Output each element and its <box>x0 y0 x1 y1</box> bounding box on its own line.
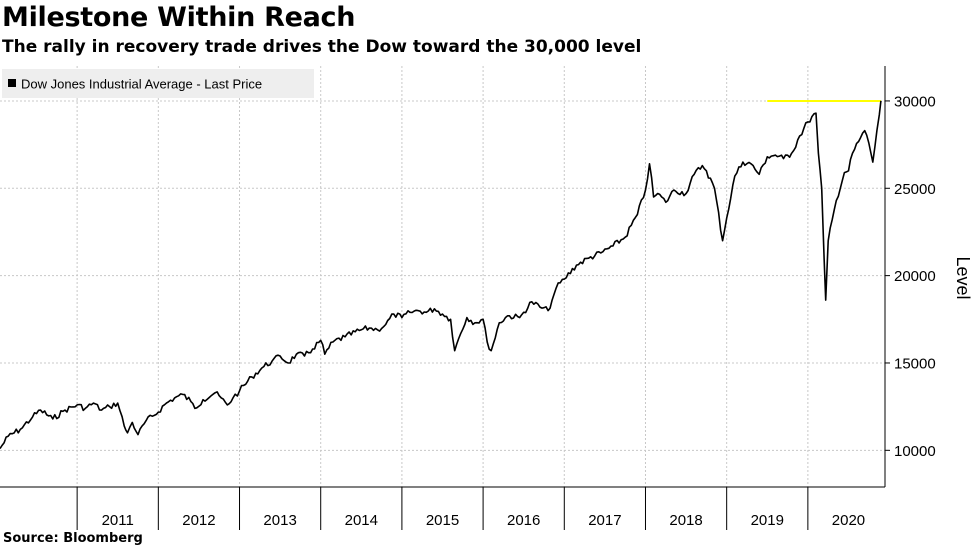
legend-swatch <box>8 79 16 87</box>
x-tick-label: 2014 <box>345 512 378 529</box>
x-tick-label: 2015 <box>426 512 459 529</box>
series-line <box>0 100 882 450</box>
chart-title: Milestone Within Reach <box>2 2 356 33</box>
x-tick-label: 2017 <box>588 512 621 529</box>
gridlines <box>0 66 885 487</box>
y-axis-ticks: 10000 15000 20000 25000 30000 <box>885 93 936 460</box>
source-note: Source: Bloomberg <box>3 531 143 546</box>
y-tick-label: 10000 <box>894 443 936 460</box>
legend: Dow Jones Industrial Average - Last Pric… <box>2 69 314 98</box>
y-tick-label: 25000 <box>894 181 936 198</box>
x-tick-label: 2019 <box>751 512 784 529</box>
y-tick-label: 15000 <box>894 355 936 372</box>
chart-subtitle: The rally in recovery trade drives the D… <box>2 37 642 57</box>
x-tick-label: 2011 <box>102 512 134 529</box>
y-axis-label: Level <box>953 256 973 299</box>
legend-background <box>2 69 314 98</box>
x-tick-label: 2012 <box>182 512 215 529</box>
y-tick-label: 20000 <box>894 268 936 285</box>
x-tick-label: 2013 <box>263 512 296 529</box>
x-tick-label: 2016 <box>507 512 540 529</box>
x-axis-ticks: 2011 2012 2013 2014 2015 2016 2017 2018 2019 2020 <box>76 487 865 530</box>
x-tick-label: 2018 <box>669 512 702 529</box>
y-tick-label: 30000 <box>894 93 936 110</box>
x-tick-label: 2020 <box>832 512 865 529</box>
legend-label: Dow Jones Industrial Average - Last Pric… <box>21 77 262 92</box>
